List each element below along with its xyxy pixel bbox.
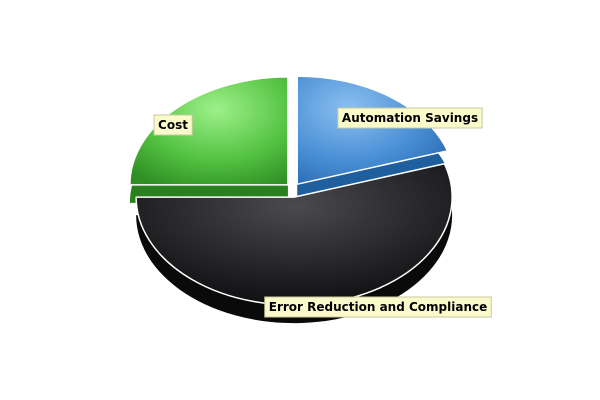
slice-label-automation-savings: Automation Savings — [337, 107, 483, 129]
slice-label-text: Automation Savings — [342, 111, 478, 125]
slice-label-cost: Cost — [153, 114, 193, 136]
slice-label-box — [153, 114, 193, 136]
slice-label-text: Error Reduction and Compliance — [269, 300, 487, 314]
pie-slice-cost[interactable] — [129, 76, 289, 186]
pie-slice-automation-savings[interactable] — [296, 75, 449, 185]
slice-label-error-reduction-and-compliance: Error Reduction and Compliance — [264, 296, 492, 318]
slice-label-box — [264, 296, 492, 318]
slice-label-text: Cost — [158, 118, 188, 132]
slice-label-box — [337, 107, 483, 129]
